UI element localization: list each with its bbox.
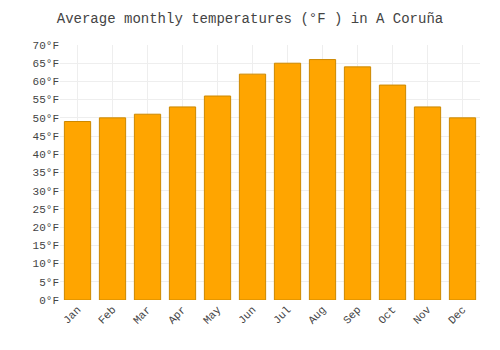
svg-text:15°F: 15°F: [33, 240, 59, 252]
svg-text:25°F: 25°F: [33, 204, 59, 216]
svg-text:45°F: 45°F: [33, 131, 59, 143]
svg-text:55°F: 55°F: [33, 94, 59, 106]
svg-text:70°F: 70°F: [33, 40, 59, 52]
svg-text:May: May: [201, 304, 224, 327]
svg-text:Apr: Apr: [166, 304, 188, 326]
svg-text:0°F: 0°F: [39, 295, 59, 307]
svg-text:Oct: Oct: [376, 304, 398, 326]
svg-text:Nov: Nov: [411, 304, 434, 327]
svg-text:Feb: Feb: [96, 304, 118, 326]
svg-text:Mar: Mar: [131, 304, 153, 326]
svg-text:Dec: Dec: [446, 304, 468, 326]
svg-text:30°F: 30°F: [33, 186, 59, 198]
svg-text:40°F: 40°F: [33, 149, 59, 161]
svg-text:35°F: 35°F: [33, 167, 59, 179]
svg-text:Jan: Jan: [61, 304, 83, 326]
svg-text:Average monthly temperatures (: Average monthly temperatures (°F ) in A …: [57, 11, 443, 27]
svg-text:50°F: 50°F: [33, 113, 59, 125]
svg-text:20°F: 20°F: [33, 222, 59, 234]
svg-text:Jun: Jun: [236, 304, 258, 326]
svg-text:65°F: 65°F: [33, 58, 59, 70]
svg-text:Sep: Sep: [341, 304, 363, 326]
svg-text:Jul: Jul: [271, 304, 293, 326]
svg-text:Aug: Aug: [306, 304, 328, 326]
svg-text:60°F: 60°F: [33, 76, 59, 88]
svg-text:10°F: 10°F: [33, 258, 59, 270]
svg-text:5°F: 5°F: [39, 277, 59, 289]
